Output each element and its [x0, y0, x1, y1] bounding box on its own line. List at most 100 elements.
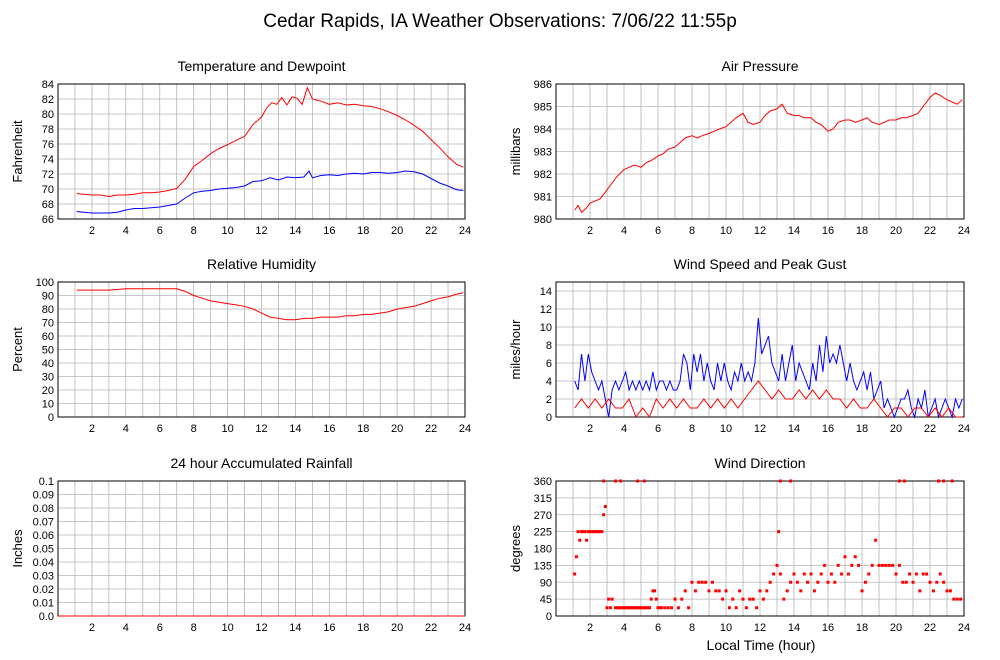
y-tick-label: 80: [42, 304, 54, 316]
x-tick-label: 4: [123, 622, 129, 634]
data-point: [826, 580, 830, 584]
y-tick-label: 0: [546, 412, 552, 424]
y-tick-label: 45: [540, 594, 552, 606]
data-point: [620, 606, 624, 610]
data-point: [602, 479, 606, 483]
plot-frame: [57, 83, 466, 220]
x-tick-label: 22: [425, 622, 437, 634]
y-tick-label: 84: [42, 79, 54, 91]
x-tick-label: 20: [890, 423, 902, 435]
data-point: [880, 563, 884, 567]
x-tick-label: 12: [754, 622, 766, 634]
x-tick-label: 8: [689, 622, 695, 634]
y-axis-label: Inches: [10, 529, 25, 568]
data-point: [867, 572, 871, 576]
x-tick-label: 8: [689, 423, 695, 435]
data-point: [731, 597, 735, 601]
y-tick-label: 983: [534, 147, 552, 159]
series-line-0: [574, 317, 963, 419]
data-point: [619, 479, 623, 483]
y-tick-label: 82: [42, 94, 54, 106]
data-point: [874, 538, 878, 542]
y-tick-label: 0: [48, 412, 54, 424]
y-tick-label: 74: [42, 154, 54, 166]
data-point: [789, 580, 793, 584]
y-tick-label: 985: [534, 102, 552, 114]
y-tick-label: 0.07: [33, 517, 54, 529]
data-point: [802, 572, 806, 576]
y-tick-label: 982: [534, 169, 552, 181]
y-tick-label: 72: [42, 169, 54, 181]
y-tick-label: 984: [534, 124, 552, 136]
data-point: [894, 572, 898, 576]
data-point: [870, 563, 874, 567]
y-axis-label: Fahrenheit: [10, 120, 25, 183]
x-tick-label: 24: [958, 622, 970, 634]
x-tick-label: 14: [788, 423, 800, 435]
y-tick-label: 4: [546, 376, 552, 388]
x-tick-label: 16: [822, 225, 834, 237]
y-tick-label: 360: [534, 476, 552, 488]
chart-title: Air Pressure: [721, 58, 798, 74]
x-tick-label: 18: [357, 225, 369, 237]
x-tick-label: 4: [621, 622, 627, 634]
data-point: [897, 563, 901, 567]
data-point: [928, 580, 932, 584]
y-tick-label: 20: [42, 385, 54, 397]
data-point: [863, 580, 867, 584]
data-point: [615, 606, 619, 610]
data-point: [935, 580, 939, 584]
y-tick-label: 76: [42, 139, 54, 151]
data-point: [632, 606, 636, 610]
x-tick-label: 24: [459, 622, 471, 634]
x-tick-label: 8: [191, 225, 197, 237]
y-axis-label: millibars: [508, 127, 523, 175]
data-point: [648, 606, 651, 610]
data-point: [607, 597, 611, 601]
data-point: [700, 580, 704, 584]
x-tick-label: 22: [425, 225, 437, 237]
data-point: [717, 589, 721, 593]
data-point: [772, 572, 776, 576]
x-tick-label: 2: [587, 225, 593, 237]
data-point: [631, 606, 634, 610]
data-point: [897, 479, 901, 483]
x-tick-label: 6: [655, 225, 661, 237]
y-tick-label: 14: [540, 286, 552, 298]
data-point: [806, 580, 810, 584]
x-tick-label: 10: [720, 225, 732, 237]
data-point: [836, 563, 840, 567]
x-tick-label: 12: [255, 622, 267, 634]
data-point: [602, 513, 606, 517]
data-point: [636, 479, 640, 483]
x-tick-label: 2: [89, 622, 95, 634]
data-point: [901, 580, 905, 584]
data-point: [931, 589, 935, 593]
data-point: [627, 606, 631, 610]
chart-title: Temperature and Dewpoint: [177, 58, 345, 74]
y-tick-label: 60: [42, 331, 54, 343]
data-point: [651, 589, 655, 593]
data-point: [860, 589, 864, 593]
data-point: [950, 479, 954, 483]
data-point: [755, 606, 759, 610]
x-tick-label: 14: [289, 622, 301, 634]
data-point: [843, 555, 847, 559]
y-axis-label: Percent: [10, 327, 25, 372]
y-tick-label: 90: [540, 577, 552, 589]
data-point: [911, 580, 915, 584]
data-point: [840, 572, 844, 576]
data-point: [758, 589, 762, 593]
data-point: [775, 563, 779, 567]
x-tick-label: 16: [323, 423, 335, 435]
y-tick-label: 66: [42, 214, 54, 226]
y-tick-label: 0.02: [33, 584, 54, 596]
x-tick-label: 6: [157, 423, 163, 435]
y-tick-label: 0.0: [39, 611, 54, 623]
y-tick-label: 12: [540, 304, 552, 316]
x-tick-label: 2: [89, 225, 95, 237]
